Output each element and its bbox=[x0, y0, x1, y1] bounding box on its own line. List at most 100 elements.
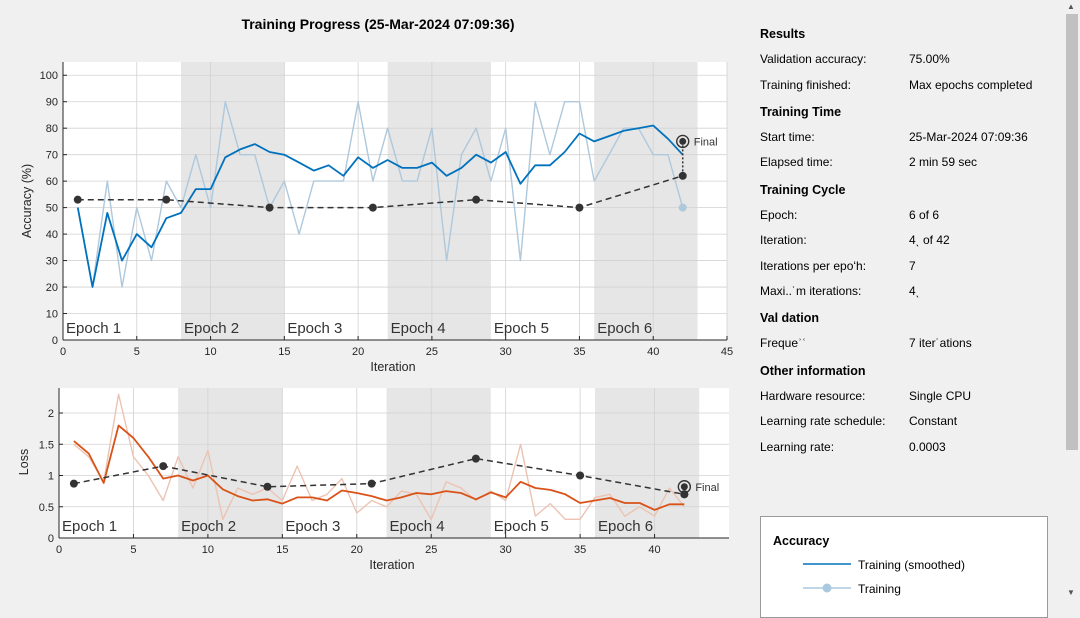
validation-title: Val dation bbox=[760, 311, 820, 325]
x-axis-label: Iteration bbox=[370, 360, 415, 374]
final-marker-dot bbox=[680, 483, 688, 491]
x-tick-label: 5 bbox=[134, 346, 140, 358]
validation-point bbox=[159, 462, 168, 471]
epoch-label: Epoch: bbox=[760, 208, 798, 222]
validation-point bbox=[368, 203, 377, 212]
iteration-value: 4ˎ of 42 bbox=[909, 233, 950, 247]
y-axis-label: Loss bbox=[17, 449, 31, 475]
series-training-smoothed bbox=[73, 424, 685, 511]
x-tick-label: 15 bbox=[276, 544, 288, 556]
validation-point bbox=[162, 195, 171, 204]
scroll-down-arrow-icon[interactable]: ▼ bbox=[1067, 588, 1075, 597]
epoch-label-3: Epoch 3 bbox=[285, 518, 340, 535]
training-time-title: Training Time bbox=[760, 105, 842, 119]
final-marker-ring bbox=[676, 134, 690, 149]
series-training-raw bbox=[77, 100, 684, 288]
loss-plot[interactable]: Epoch 1 Epoch 2 Epoch 3 Epoch 4 Epoch 5 Epoch… bbox=[17, 388, 729, 572]
y-tick-label: 70 bbox=[46, 150, 58, 162]
x-tick-label: 20 bbox=[351, 544, 363, 556]
y-tick-label: 90 bbox=[46, 97, 58, 109]
learning-rate-value: 0.0003 bbox=[909, 440, 946, 454]
results-panel: Results Validation accuracy: 75.00% Trai… bbox=[748, 0, 1064, 600]
legend-title: Accuracy bbox=[773, 534, 830, 548]
x-tick-label: 5 bbox=[130, 544, 136, 556]
elapsed-time-value: 2 min 59 sec bbox=[909, 155, 978, 169]
final-label: Final bbox=[695, 482, 719, 494]
epoch-label-2: Epoch 2 bbox=[181, 518, 236, 535]
epoch-label-2: Epoch 2 bbox=[184, 320, 239, 337]
results-title: Results bbox=[760, 27, 806, 41]
validation-point bbox=[69, 479, 78, 488]
x-tick-label: 25 bbox=[426, 346, 438, 358]
other-information-title: Other information bbox=[760, 364, 866, 378]
series-training-raw bbox=[73, 393, 685, 520]
legend-swatch-smoothed bbox=[803, 563, 851, 565]
x-tick-label: 40 bbox=[648, 544, 660, 556]
final-marker-dot bbox=[679, 137, 687, 145]
y-tick-label: 1.5 bbox=[39, 439, 54, 451]
validation-point bbox=[575, 203, 584, 212]
elapsed-time-label: Elapsed time: bbox=[760, 155, 833, 169]
y-tick-label: 50 bbox=[46, 203, 58, 215]
x-tick-label: 20 bbox=[352, 346, 364, 358]
legend-label-smoothed: Training (smoothed) bbox=[858, 558, 965, 572]
x-tick-label: 35 bbox=[574, 544, 586, 556]
epoch-label-4: Epoch 4 bbox=[391, 320, 446, 337]
iterations-per-epoch-label: Iterations per epoʻh: bbox=[760, 259, 867, 273]
y-tick-label: 10 bbox=[46, 309, 58, 321]
legend-box: Accuracy Training (smoothed) Training bbox=[760, 516, 1048, 618]
accuracy-plot[interactable]: Epoch 1 Epoch 2 Epoch 3 Epoch 4 Epoch 5 Epoch… bbox=[20, 62, 733, 374]
final-label: Final bbox=[694, 136, 718, 148]
hardware-resource-label: Hardware resource: bbox=[760, 389, 866, 403]
epoch-shade-6 bbox=[595, 388, 700, 538]
y-tick-label: 0.5 bbox=[39, 502, 54, 514]
iterations-per-epoch-value: 7 bbox=[909, 259, 916, 273]
epoch-shade-6 bbox=[594, 62, 698, 340]
hardware-resource-value: Single CPU bbox=[909, 389, 972, 403]
last-training-point bbox=[678, 203, 687, 212]
x-tick-label: 0 bbox=[60, 346, 66, 358]
series-training-smoothed bbox=[76, 124, 684, 288]
start-time-label: Start time: bbox=[760, 130, 815, 144]
epoch-label-5: Epoch 5 bbox=[494, 320, 549, 337]
y-tick-label: 2 bbox=[48, 408, 54, 420]
validation-point bbox=[678, 171, 687, 180]
training-finished-value: Max epochs completed bbox=[909, 78, 1033, 92]
max-iterations-value: 4ˎ bbox=[909, 284, 920, 298]
epoch-label-6: Epoch 6 bbox=[598, 518, 653, 535]
vertical-scrollbar[interactable]: ▲ ▼ bbox=[1064, 0, 1080, 600]
scrollbar-thumb[interactable] bbox=[1066, 14, 1078, 450]
epoch-shade-2 bbox=[178, 388, 283, 538]
x-tick-label: 10 bbox=[204, 346, 216, 358]
window-title: Training Progress (25-Mar-2024 07:09:36) bbox=[241, 16, 515, 32]
x-tick-label: 0 bbox=[56, 544, 62, 556]
training-finished-label: Training finished: bbox=[760, 78, 851, 92]
y-tick-label: 60 bbox=[46, 176, 58, 188]
validation-point bbox=[263, 482, 272, 491]
epoch-shade-4 bbox=[386, 388, 491, 538]
validation-point bbox=[367, 479, 376, 488]
legend-swatch-training bbox=[803, 583, 851, 593]
learning-rate-label: Learning rate: bbox=[760, 440, 835, 454]
scroll-up-arrow-icon[interactable]: ▲ bbox=[1067, 2, 1075, 11]
frequency-label: Frequeʾʿ bbox=[760, 336, 807, 350]
x-axis-label: Iteration bbox=[369, 558, 414, 572]
y-tick-label: 1 bbox=[48, 471, 54, 483]
frequency-value: 7 iter˙ations bbox=[909, 336, 972, 350]
x-tick-label: 10 bbox=[202, 544, 214, 556]
epoch-label-1: Epoch 1 bbox=[66, 320, 121, 337]
epoch-shade-2 bbox=[181, 62, 285, 340]
validation-point bbox=[73, 195, 82, 204]
y-tick-label: 0 bbox=[52, 335, 58, 347]
final-marker-ring bbox=[677, 480, 692, 494]
epoch-label-5: Epoch 5 bbox=[494, 518, 549, 535]
validation-accuracy-value: 75.00% bbox=[909, 52, 950, 66]
legend-label-training: Training bbox=[858, 582, 901, 596]
x-tick-label: 35 bbox=[573, 346, 585, 358]
epoch-value: 6 of 6 bbox=[909, 208, 940, 222]
iteration-label: Iteration: bbox=[760, 233, 807, 247]
training-charts: Epoch 1 Epoch 2 Epoch 3 Epoch 4 Epoch 5 Epoch… bbox=[17, 62, 733, 572]
start-time-value: 25-Mar-2024 07:09:36 bbox=[909, 130, 1028, 144]
y-tick-label: 40 bbox=[46, 229, 58, 241]
epoch-label-3: Epoch 3 bbox=[287, 320, 342, 337]
